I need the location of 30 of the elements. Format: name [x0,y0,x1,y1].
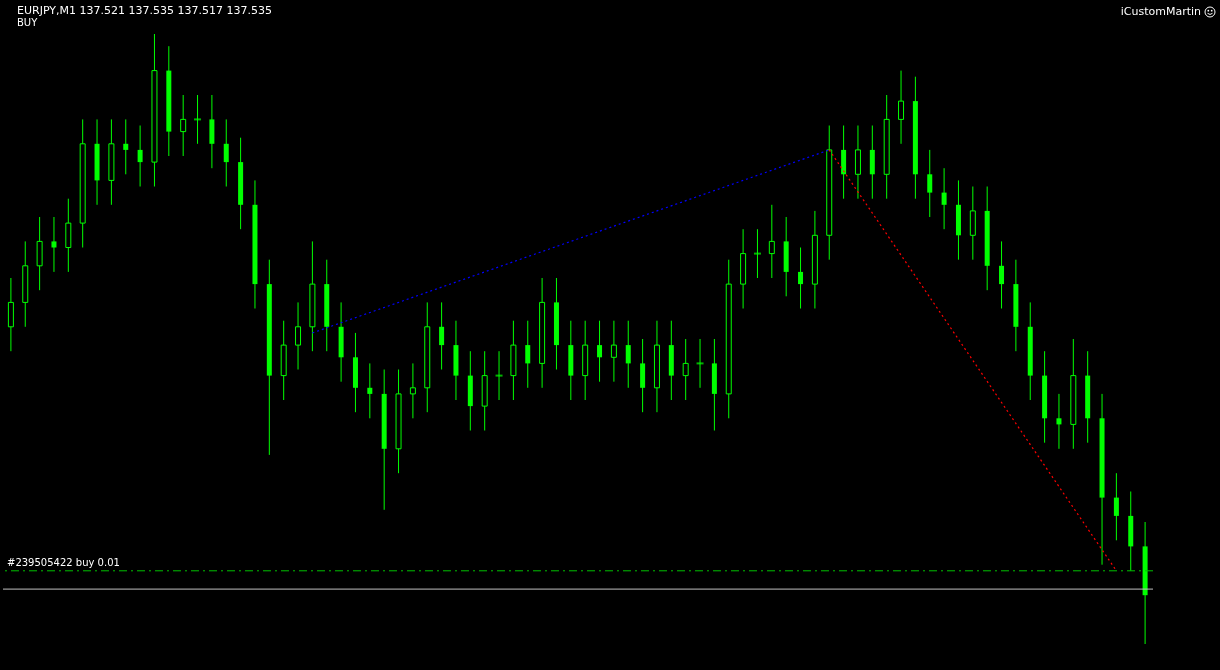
candlestick [295,301,302,370]
candlestick [439,301,445,370]
candlestick [367,362,373,419]
candlestick [682,338,689,401]
chart-title: EURJPY,M1 137.521 137.535 137.517 137.535 [17,3,272,17]
candlestick [625,320,631,389]
candlestick [999,240,1005,309]
candlestick [51,216,57,273]
chart-subtitle: BUY [17,16,39,28]
candlestick [941,167,947,230]
candlestick [123,118,129,175]
candlestick [927,149,933,218]
candlestick [495,350,503,401]
candlestick [898,70,905,145]
candlestick [696,338,704,389]
candlestick [180,94,187,157]
text: iCustomMartin [1120,5,1201,18]
candlestick [409,362,416,419]
candlestick [194,94,202,145]
candlestick [753,228,761,279]
candlestick [597,320,603,383]
ref-line-label: #239505422 buy 0.01 [7,556,120,568]
candlestick [223,118,229,187]
candlestick [1056,393,1062,450]
candlestick [768,204,775,279]
candlestick [1113,472,1119,541]
candlestick [525,320,531,389]
candlestick [137,125,143,187]
candlestick [610,320,617,383]
candlestick [798,247,804,309]
